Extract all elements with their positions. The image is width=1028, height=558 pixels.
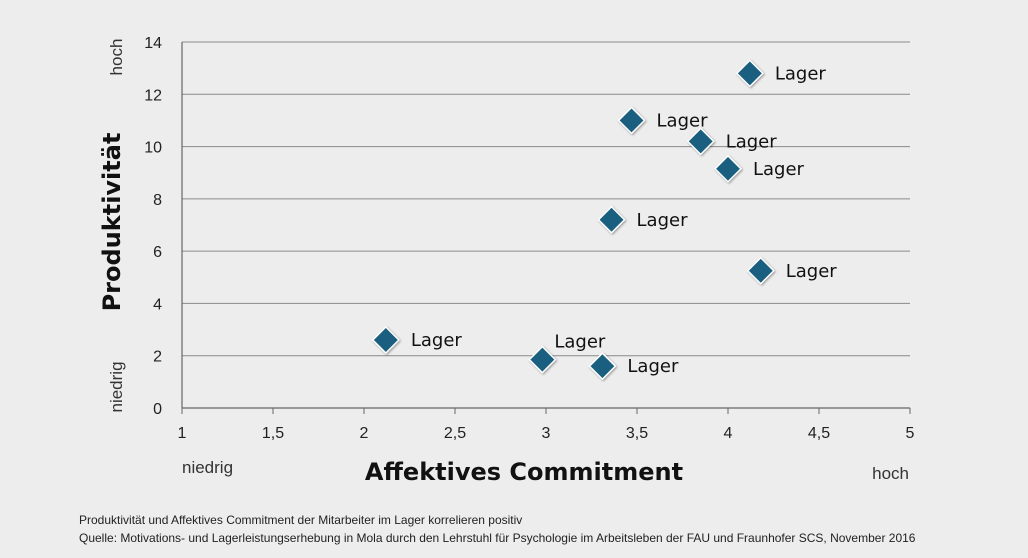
x-tick-label: 2,5 [444, 425, 466, 442]
y-tick-label: 4 [153, 296, 162, 313]
data-point-label: Lager [554, 332, 606, 353]
x-low-label: niedrig [182, 458, 233, 477]
data-point-label: Lager [637, 210, 689, 231]
x-tick-label: 1 [178, 425, 187, 442]
data-point [686, 127, 715, 156]
chart-source: Quelle: Motivations- und Lagerleistungse… [79, 531, 916, 545]
x-tick-labels: 1 1,5 2 2,5 3 3,5 4 4,5 5 [178, 425, 915, 442]
x-tick-label: 4 [724, 425, 733, 442]
y-high-label: hoch [107, 39, 126, 76]
y-tick-label: 8 [153, 192, 162, 209]
data-point [528, 345, 557, 374]
data-points [371, 59, 775, 381]
data-labels: Lager Lager Lager Lager Lager Lager Lager Lager… [411, 63, 837, 377]
data-point-label: Lager [411, 330, 463, 351]
y-tick-labels: 0 2 4 6 8 10 12 14 [144, 35, 162, 418]
y-tick-label: 0 [153, 401, 162, 418]
x-tick-label: 5 [906, 425, 915, 442]
data-point-label: Lager [657, 110, 709, 131]
axes [181, 42, 911, 414]
data-point [735, 59, 764, 88]
data-point-label: Lager [753, 159, 805, 180]
y-low-label: niedrig [107, 361, 126, 412]
data-point [617, 106, 646, 135]
data-point [597, 205, 626, 234]
data-point-label: Lager [627, 356, 679, 377]
y-tick-label: 10 [144, 140, 162, 157]
y-tick-label: 12 [144, 87, 162, 104]
y-tick-label: 6 [153, 244, 162, 261]
x-axis-title: Affektives Commitment [365, 458, 683, 486]
data-point-label: Lager [786, 261, 838, 282]
gridlines [182, 41, 910, 357]
x-tick-label: 3,5 [626, 425, 648, 442]
data-point-label: Lager [726, 131, 778, 152]
x-tick-label: 4,5 [808, 425, 830, 442]
x-tick-label: 2 [360, 425, 369, 442]
x-tick-label: 1,5 [262, 425, 284, 442]
data-point [746, 256, 775, 285]
x-tick-label: 3 [542, 425, 551, 442]
data-point [713, 154, 743, 183]
data-point [371, 325, 400, 355]
x-high-label: hoch [872, 464, 909, 483]
chart-caption: Produktivität und Affektives Commitment … [79, 513, 523, 527]
y-tick-label: 14 [144, 35, 162, 52]
data-point-label: Lager [775, 63, 827, 84]
y-tick-label: 2 [153, 349, 162, 366]
y-axis-title: Produktivität [98, 133, 126, 312]
data-point [588, 352, 617, 381]
